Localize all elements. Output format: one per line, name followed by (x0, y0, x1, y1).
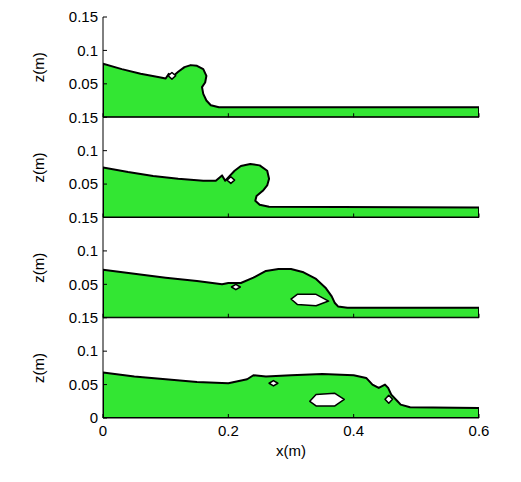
x-axis (103, 317, 479, 318)
y-axis-title: z(m) (30, 253, 47, 283)
x-tick (103, 314, 104, 318)
panel: 0.05 0.1 0.15 z(m) (30, 109, 479, 218)
y-axis (103, 218, 104, 318)
x-tick (103, 414, 104, 418)
air-bubble (231, 284, 240, 289)
figure: 0.05 0.1 0.15 z(m) 0.05 0.1 0.15 z(m) 0.05 0.1 0.1… (0, 0, 521, 482)
marks (103, 164, 479, 217)
y-tick-label: 0.1 (77, 242, 98, 259)
x-tick (479, 214, 480, 218)
y-tick-label: 0.1 (77, 42, 98, 59)
x-axis (103, 117, 479, 118)
y-axis (103, 17, 104, 117)
water-surface (103, 164, 479, 217)
x-tick (103, 214, 104, 218)
y-axis-title: z(m) (30, 152, 47, 182)
x-tick (228, 414, 229, 418)
y-tick (103, 83, 107, 84)
x-tick (353, 113, 354, 117)
y-tick (103, 50, 107, 51)
y-tick (103, 150, 107, 151)
y-axis-title: z(m) (30, 353, 47, 383)
water-surface (103, 373, 479, 418)
marks (103, 64, 479, 117)
x-tick (479, 113, 480, 117)
x-axis-title: x(m) (276, 442, 306, 459)
x-tick-label: 0.4 (343, 422, 364, 439)
y-tick-label: 0.15 (69, 209, 98, 226)
y-axis (103, 318, 104, 418)
y-tick-label: 0 (90, 409, 98, 426)
y-tick (103, 184, 107, 185)
y-axis-title: z(m) (30, 52, 47, 82)
x-tick-label: 0.2 (218, 422, 239, 439)
x-tick-label: 0 (99, 422, 107, 439)
water-surface (103, 64, 479, 117)
air-bubble (168, 72, 176, 79)
y-tick (103, 418, 107, 419)
x-tick (228, 214, 229, 218)
y-axis (103, 117, 104, 217)
x-tick (353, 314, 354, 318)
x-tick (228, 314, 229, 318)
x-tick (353, 414, 354, 418)
marks (103, 269, 479, 318)
y-tick-label: 0.1 (77, 142, 98, 159)
y-tick (103, 384, 107, 385)
y-tick (103, 317, 107, 318)
panel: 0.05 0.1 0.15 z(m) (30, 209, 479, 318)
y-tick-label: 0.05 (69, 75, 98, 92)
x-tick (103, 113, 104, 117)
marks (103, 373, 479, 418)
x-tick (353, 214, 354, 218)
panel: 0 0.05 0.1 0.15 0 0.2 0.4 0.6 z(m) x(m) (30, 309, 489, 459)
water-surface (103, 269, 479, 318)
y-tick-label: 0.15 (69, 8, 98, 25)
y-tick-label: 0.05 (69, 175, 98, 192)
y-tick-label: 0.05 (69, 376, 98, 393)
panel: 0.05 0.1 0.15 z(m) (30, 8, 479, 117)
y-tick-label: 0.15 (69, 109, 98, 126)
air-bubble (291, 294, 329, 305)
y-tick (103, 217, 107, 218)
y-tick (103, 250, 107, 251)
y-tick (103, 284, 107, 285)
air-bubble (227, 177, 235, 184)
x-axis (103, 217, 479, 218)
air-bubble (385, 395, 393, 403)
x-tick (228, 113, 229, 117)
x-axis (103, 418, 479, 419)
x-tick-label: 0.6 (469, 422, 490, 439)
y-tick (103, 117, 107, 118)
air-bubble (269, 381, 278, 386)
x-tick (479, 314, 480, 318)
y-tick-label: 0.1 (77, 342, 98, 359)
y-tick (103, 351, 107, 352)
y-tick-label: 0.05 (69, 276, 98, 293)
y-tick-label: 0.15 (69, 309, 98, 326)
y-tick (103, 17, 107, 18)
air-bubble (310, 393, 344, 406)
x-tick (479, 414, 480, 418)
